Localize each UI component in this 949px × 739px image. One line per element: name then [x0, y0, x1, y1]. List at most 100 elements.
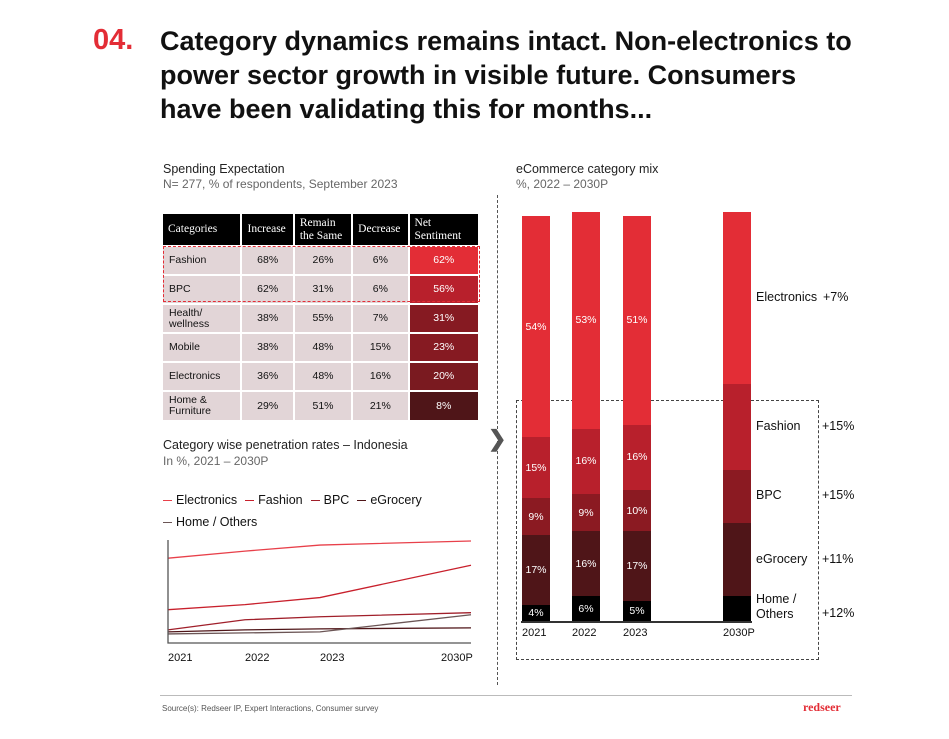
bar-value-label: 17%: [525, 563, 547, 576]
table-row: Electronics 36% 48% 16% 20%: [163, 361, 481, 391]
column-header: Increase: [241, 214, 295, 246]
legend-label: Fashion: [258, 493, 303, 507]
legend-swatch: [357, 499, 367, 502]
bar-segment-home-others: [723, 596, 751, 621]
line-electronics: [167, 540, 472, 559]
x-tick-label: 2021: [522, 627, 547, 639]
table-row: Home & Furniture 29% 51% 21% 8%: [163, 390, 481, 420]
legend-item: eGrocery: [357, 493, 422, 507]
bar-segment-egrocery: [572, 531, 600, 597]
legend-item: Electronics: [163, 493, 237, 507]
bar-value-label: 9%: [578, 506, 594, 519]
line-home-others: [167, 614, 472, 635]
cell-decrease: 6%: [352, 274, 410, 304]
growth-label: +7%: [823, 289, 849, 304]
column-header: Decrease: [352, 214, 410, 246]
x-tick-label: 2030P: [723, 627, 755, 639]
legend-item: BPC: [310, 493, 350, 507]
bar-segment-electronics: [572, 212, 600, 429]
x-tick-label: 2022: [245, 652, 269, 664]
cell-net: 8%: [408, 390, 481, 420]
bar-segment-egrocery: [723, 522, 751, 597]
legend-item: Fashion: [245, 493, 303, 507]
growth-label: +12%: [822, 606, 855, 620]
redseer-logo: redseer: [803, 700, 841, 714]
table-row: Mobile 38% 48% 15% 23%: [163, 332, 481, 362]
cell-same: 51%: [293, 390, 354, 420]
line-chart-subtitle: In %, 2021 – 2030P: [163, 454, 269, 468]
baseline: [521, 621, 752, 623]
x-tick-label: 2023: [623, 627, 648, 639]
cell-increase: 38%: [241, 303, 295, 333]
cell-net: 20%: [408, 361, 481, 391]
cell-net: 23%: [408, 332, 481, 362]
bar-chart-title: eCommerce category mix: [516, 162, 659, 176]
category-label: Electronics: [756, 289, 818, 304]
cell-net: 62%: [408, 245, 481, 275]
line-bpc: [167, 612, 472, 631]
axis: [167, 540, 471, 644]
cell-category: Fashion: [163, 245, 243, 275]
bar-segment-egrocery: [623, 531, 651, 601]
legend-label: Home / Others: [176, 515, 258, 529]
bar-value-label: 5%: [629, 604, 645, 617]
bar-segment-fashion: [723, 383, 751, 470]
legend-swatch: [245, 499, 255, 502]
legend-label: BPC: [323, 493, 350, 507]
highlight-box: [163, 246, 480, 302]
legend-swatch: [163, 499, 172, 502]
cell-category: Home & Furniture: [163, 390, 243, 420]
bar-segment-electronics: [723, 212, 751, 384]
bar-segment-electronics: [522, 216, 550, 437]
line-chart-title: Category wise penetration rates – Indone…: [163, 438, 408, 452]
cell-decrease: 6%: [352, 245, 410, 275]
page-title: Category dynamics remains intact. Non-el…: [160, 26, 852, 124]
cell-increase: 62%: [241, 274, 295, 304]
column-header: Net Sentiment: [408, 214, 481, 246]
legend-swatch: [163, 521, 172, 524]
x-tick-label: 2023: [320, 652, 344, 664]
bar-segment-home-others: [572, 596, 600, 621]
non-electronics-box: [516, 400, 819, 660]
bar-segment-fashion: [623, 424, 651, 491]
growth-label: +15%: [822, 418, 855, 433]
bar-value-label: 15%: [525, 461, 547, 474]
cell-category: Mobile: [163, 332, 243, 362]
category-label: eGrocery: [756, 551, 808, 566]
growth-label: +15%: [822, 488, 855, 503]
line-legend: Electronics Fashion BPC eGrocery Home / Othe…: [163, 489, 463, 533]
table-row: BPC 62% 31% 6% 56%: [163, 274, 481, 304]
cell-net: 56%: [408, 274, 481, 304]
line-egrocery: [167, 627, 472, 633]
bar-value-label: 54%: [525, 320, 547, 333]
category-label: BPC: [756, 488, 782, 503]
cell-category: Health/ wellness: [163, 303, 243, 333]
bar-segment-bpc: [522, 498, 550, 536]
survey-title: Spending Expectation: [163, 162, 285, 176]
footer-divider: [160, 695, 852, 696]
bar-segment-egrocery: [522, 535, 550, 605]
cell-decrease: 16%: [352, 361, 410, 391]
bar-chart-subtitle: %, 2022 – 2030P: [516, 177, 609, 191]
cell-same: 26%: [293, 245, 354, 275]
bar-segment-home-others: [623, 600, 651, 621]
bar-value-label: 4%: [528, 606, 544, 619]
cell-category: Electronics: [163, 361, 243, 391]
x-tick-label: 2021: [168, 652, 192, 664]
bar-value-label: 9%: [528, 510, 544, 523]
bar-segment-bpc: [723, 469, 751, 523]
chevron-right-icon: ❯: [488, 426, 507, 451]
bar-segment-bpc: [572, 494, 600, 531]
table-row: Health/ wellness 38% 55% 7% 31%: [163, 303, 481, 333]
bar-value-label: 16%: [626, 451, 648, 464]
x-tick-label: 2030P: [441, 652, 473, 664]
cell-decrease: 21%: [352, 390, 410, 420]
cell-same: 55%: [293, 303, 354, 333]
growth-label: +11%: [822, 551, 854, 566]
category-label: Fashion: [756, 418, 801, 433]
bar-value-label: 17%: [626, 559, 648, 572]
bar-value-label: 51%: [626, 314, 648, 327]
line-chart: 2021 2022 2023 2030P: [167, 540, 473, 664]
legend-item: Home / Others: [163, 515, 257, 529]
bar-value-label: 53%: [575, 314, 597, 327]
